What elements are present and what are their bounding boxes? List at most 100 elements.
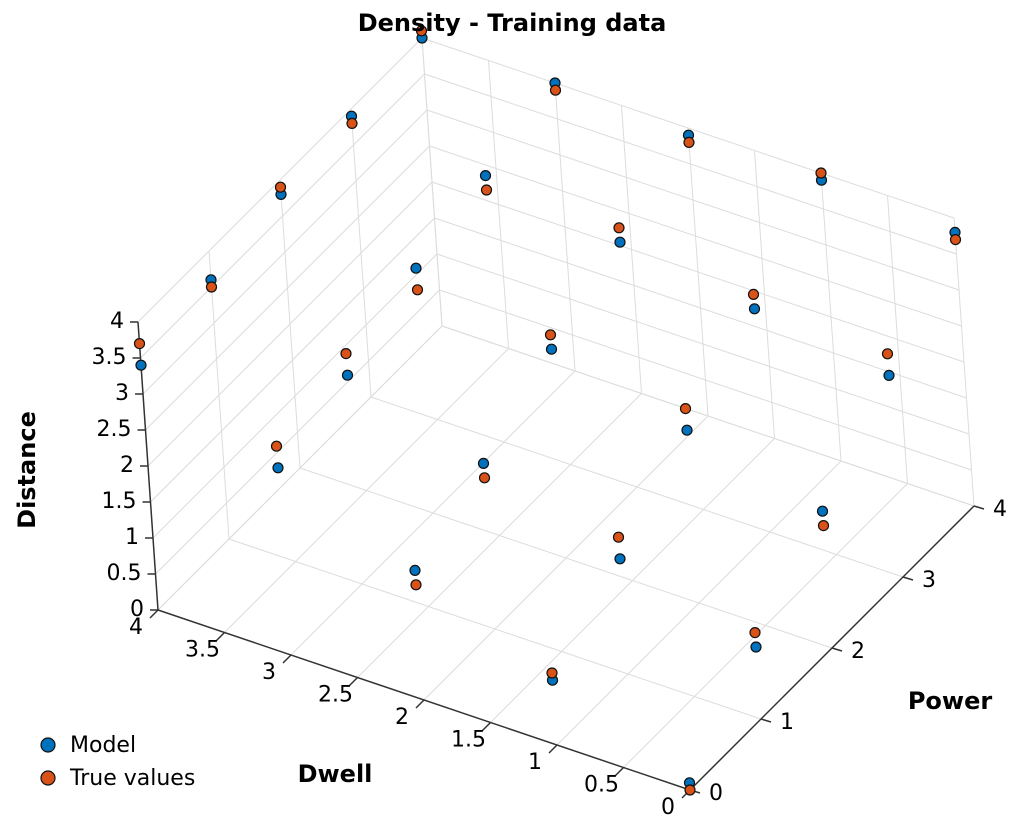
point — [883, 369, 895, 381]
z-tick-label: 1 — [125, 525, 139, 550]
x-tick-label: 0.5 — [584, 773, 619, 798]
grid-line — [426, 109, 960, 291]
grid-line — [140, 73, 425, 359]
grid-line — [370, 396, 904, 578]
grid-line — [150, 217, 435, 503]
point — [816, 505, 829, 517]
y-tick-label: 3 — [922, 568, 936, 593]
legend-label: True values — [69, 766, 195, 791]
z-tick-label: 3.5 — [92, 345, 127, 370]
chart-title: Density - Training data — [358, 9, 667, 37]
z-axis-title: Distance — [13, 411, 41, 529]
x-tick-label: 3 — [262, 660, 276, 685]
legend-marker — [40, 737, 56, 753]
x-tick — [348, 676, 359, 687]
x-tick-label: 1 — [528, 750, 542, 775]
point — [133, 338, 146, 350]
x-tick-label: 0 — [661, 795, 675, 820]
x-tick — [481, 721, 492, 732]
point — [815, 167, 827, 179]
point — [681, 424, 693, 436]
y-tick — [973, 505, 985, 510]
point — [614, 553, 626, 565]
x-tick-label: 2.5 — [318, 683, 353, 708]
point — [679, 403, 692, 415]
grid-line — [434, 217, 967, 399]
x-tick — [415, 699, 425, 709]
grid — [137, 37, 975, 791]
z-tick-label: 4 — [110, 309, 124, 334]
x-tick-label: 2 — [395, 705, 409, 730]
grid-line — [142, 109, 428, 395]
point — [546, 667, 558, 679]
point — [272, 462, 284, 474]
z-tick-label: 3 — [115, 381, 129, 406]
y-tick-label: 1 — [780, 710, 794, 735]
x-axis-line — [157, 609, 691, 791]
legend-marker — [40, 770, 56, 786]
point — [613, 222, 625, 234]
x-tick-label: 3.5 — [185, 638, 220, 663]
point — [415, 25, 428, 37]
point — [612, 531, 625, 543]
point — [410, 262, 422, 274]
grid-line — [157, 325, 443, 611]
grid-line — [429, 145, 962, 327]
grid-line — [421, 37, 955, 219]
y-tick-label: 0 — [709, 781, 723, 806]
z-tick-label: 2.5 — [97, 417, 132, 442]
point — [749, 626, 761, 639]
point — [479, 170, 492, 182]
y-tick — [831, 647, 843, 652]
y-axis-title: Power — [908, 687, 993, 715]
point — [750, 641, 762, 653]
point — [544, 329, 557, 341]
grid-line — [145, 145, 430, 431]
point — [341, 369, 354, 381]
grid-line — [441, 325, 975, 507]
grid-line — [436, 253, 970, 435]
point — [340, 348, 352, 360]
point — [478, 472, 491, 484]
y-axis-line — [689, 505, 975, 791]
point — [270, 440, 283, 452]
point — [346, 117, 358, 130]
point — [949, 234, 962, 246]
point — [817, 519, 830, 532]
grid-line — [439, 289, 972, 471]
x-tick-label: 1.5 — [451, 728, 486, 753]
y-tick-label: 4 — [993, 497, 1007, 522]
point — [881, 348, 894, 360]
grid-line — [299, 467, 833, 649]
grid-line — [155, 289, 440, 575]
x-tick — [614, 766, 625, 777]
point — [614, 236, 626, 248]
point — [748, 303, 761, 315]
point — [410, 579, 422, 591]
point — [477, 457, 490, 469]
x-tick-label: 4 — [129, 615, 143, 640]
grid-line — [228, 538, 762, 720]
y-tick — [760, 718, 772, 723]
z-tick-label: 0.5 — [107, 561, 142, 586]
x-tick — [548, 744, 558, 754]
z-tick-label: 2 — [120, 453, 134, 478]
y-tick — [902, 576, 914, 581]
grid-line — [424, 73, 957, 255]
x-tick — [282, 654, 292, 664]
point — [684, 784, 696, 796]
point — [545, 343, 558, 355]
point — [549, 84, 562, 96]
x-tick — [215, 631, 226, 642]
point — [274, 181, 287, 193]
x-axis-title: Dwell — [298, 760, 373, 788]
point — [747, 288, 760, 300]
z-tick-label: 1.5 — [102, 489, 137, 514]
y-tick-label: 2 — [851, 639, 865, 664]
x-tick — [149, 609, 159, 619]
z-tick-label: 0 — [130, 597, 144, 622]
point — [480, 184, 493, 196]
point — [683, 136, 695, 148]
grid-line — [431, 181, 965, 363]
